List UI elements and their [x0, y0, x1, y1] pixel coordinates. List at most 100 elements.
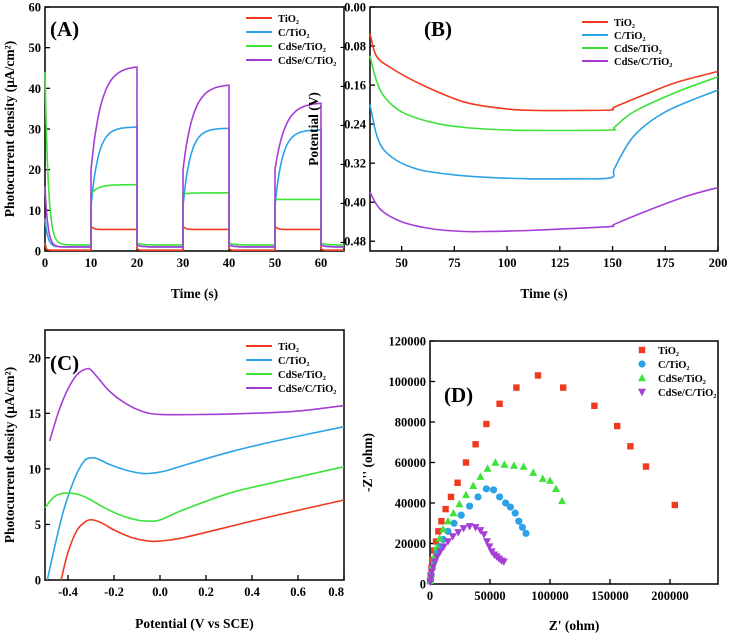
y-axis-label: Potential (V) — [306, 92, 321, 166]
legend-label: C/TiO₂ — [278, 356, 310, 367]
x-tick-label: 125 — [550, 256, 569, 270]
y-tick-label: 20 — [29, 351, 42, 365]
data-point — [459, 525, 468, 533]
x-tick-label: -0.4 — [58, 585, 79, 599]
data-point — [485, 543, 494, 551]
data-point — [546, 476, 554, 484]
series-line — [369, 186, 719, 233]
data-point — [529, 468, 538, 476]
x-tick-label: 150000 — [591, 589, 629, 603]
series-line — [46, 425, 345, 581]
series-line — [369, 89, 719, 180]
legend-label: TiO₂ — [278, 342, 299, 353]
y-tick-label: 80000 — [395, 416, 426, 430]
legend-marker — [638, 360, 646, 368]
data-point — [466, 502, 474, 510]
series-line — [369, 33, 719, 112]
data-point — [457, 511, 465, 519]
panel-b: 50 75 100 125 150 175 200 0.00 -0.08 -0.16 -0.24 -0… — [306, 1, 727, 302]
plot-frame — [44, 329, 345, 581]
data-point — [430, 558, 439, 566]
x-tick-label: 0 — [42, 256, 48, 270]
panel-label: (D) — [444, 383, 473, 407]
y-tick-label: -0.48 — [340, 235, 366, 249]
data-point — [496, 400, 503, 407]
legend-label: CdSe/C/TiO₂ — [278, 384, 336, 395]
data-point — [476, 472, 485, 480]
data-point — [454, 479, 461, 486]
y-tick-label: -0.40 — [340, 196, 366, 210]
y-tick-label: 20000 — [395, 537, 426, 551]
x-tick-label: 60 — [315, 256, 328, 270]
y-tick-label: 60000 — [395, 456, 426, 470]
data-point — [500, 460, 509, 468]
data-point — [502, 499, 510, 507]
x-tick-label: 50000 — [474, 589, 505, 603]
legend-marker — [638, 373, 646, 382]
x-tick-label: 50 — [395, 256, 408, 270]
y-tick-label: 120000 — [389, 335, 427, 349]
y-tick-label: -0.16 — [340, 79, 366, 93]
data-point — [450, 519, 458, 527]
legend-label: C/TiO₂ — [658, 360, 690, 371]
plot-frame — [369, 6, 719, 252]
series-line — [44, 465, 345, 523]
data-point — [499, 558, 508, 566]
data-point — [513, 384, 520, 391]
series-line — [48, 367, 345, 442]
data-point — [435, 534, 444, 542]
data-point — [627, 443, 634, 450]
data-point — [558, 496, 566, 505]
data-point — [534, 372, 542, 379]
y-tick-label: 0 — [420, 578, 426, 592]
y-tick-label: 50 — [29, 41, 42, 55]
series-line — [369, 55, 719, 132]
y-tick-label: -0.08 — [340, 40, 366, 54]
x-tick-label: 75 — [448, 256, 461, 270]
data-point — [472, 441, 479, 448]
data-point — [483, 420, 490, 428]
data-point — [474, 493, 482, 501]
x-tick-label: 100 — [498, 256, 517, 270]
legend-label: CdSe/C/TiO₂ — [658, 388, 716, 399]
data-point — [510, 461, 518, 469]
y-tick-label: 5 — [35, 518, 41, 532]
x-axis-label: Time (s) — [171, 286, 218, 301]
y-axis-label: -Z'' (ohm) — [360, 433, 375, 492]
data-point — [518, 523, 527, 531]
y-tick-label: 10 — [29, 462, 42, 476]
y-axis-label: Photocurrent density (μA/cm²) — [2, 367, 17, 543]
x-tick-label: 10 — [85, 256, 98, 270]
x-tick-label: 200000 — [651, 589, 689, 603]
x-tick-label: 20 — [131, 256, 144, 270]
data-point — [455, 499, 464, 508]
series-line — [44, 126, 344, 248]
y-tick-label: 20 — [29, 163, 42, 177]
data-point — [671, 501, 678, 509]
data-point — [515, 517, 523, 525]
x-tick-label: 200 — [709, 256, 728, 270]
data-point — [427, 568, 436, 577]
x-tick-label: 0.4 — [244, 585, 260, 599]
series-line — [44, 72, 344, 246]
data-point — [591, 402, 598, 409]
legend-label: TiO₂ — [658, 346, 679, 357]
data-point — [483, 464, 492, 472]
data-point — [447, 493, 455, 501]
x-tick-label: 0.0 — [152, 585, 168, 599]
legend-label: CdSe/TiO₂ — [278, 42, 326, 53]
y-tick-label: 10 — [29, 204, 42, 218]
x-tick-label: 0.8 — [328, 585, 344, 599]
legend-marker — [638, 346, 646, 354]
y-tick-label: -0.32 — [340, 157, 366, 171]
data-point — [448, 533, 457, 541]
y-tick-label: 100000 — [389, 375, 427, 389]
data-point — [442, 505, 449, 513]
y-tick-label: 0.00 — [344, 1, 366, 15]
x-axis-label: Potential (V vs SCE) — [135, 616, 254, 631]
legend-label: CdSe/C/TiO₂ — [614, 57, 672, 68]
legend-label: TiO₂ — [614, 18, 635, 29]
data-point — [426, 573, 435, 582]
panel-label: (A) — [50, 17, 79, 41]
